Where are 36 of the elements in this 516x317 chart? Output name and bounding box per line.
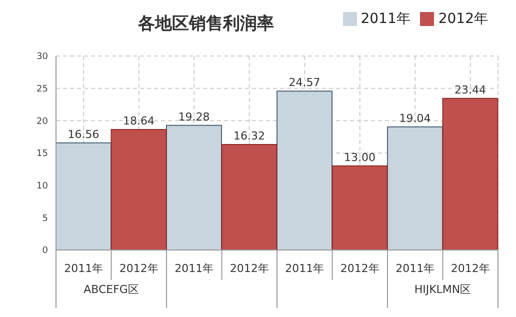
bar	[276, 90, 332, 250]
data-label: 18.64	[123, 114, 154, 128]
chart-title: 各地区销售利润率	[138, 13, 274, 35]
data-label: 19.04	[399, 112, 431, 125]
bar	[56, 142, 112, 250]
bar	[332, 165, 388, 250]
data-label: 24.57	[288, 76, 320, 90]
x-tick-label: 2011年	[285, 262, 324, 275]
y-tick-label: 25	[36, 84, 48, 95]
bar	[442, 98, 498, 250]
bar	[110, 128, 167, 250]
y-tick-label: 0	[42, 246, 48, 256]
data-label: 13.00	[344, 150, 376, 164]
data-label: 23.44	[454, 83, 486, 96]
legend-label: 2012年	[438, 11, 488, 27]
x-tick-label: 2011年	[174, 262, 214, 275]
x-tick-label: 2011年	[64, 262, 104, 275]
data-label: 19.28	[178, 110, 210, 124]
x-tick-label: 2011年	[396, 262, 435, 275]
x-tick-label: 2012年	[450, 262, 490, 275]
y-tick-label: 5	[42, 214, 48, 224]
data-label: 16.32	[234, 129, 265, 142]
bar	[221, 144, 278, 250]
y-tick-label: 15	[36, 149, 48, 160]
bar	[387, 126, 443, 250]
y-tick-label: 10	[36, 182, 48, 192]
text: ABCEFG区	[82, 282, 140, 297]
bar	[166, 124, 222, 250]
legend-label: 2011年	[360, 11, 410, 27]
y-tick-label: 30	[36, 52, 48, 62]
data-label: 16.56	[68, 128, 100, 141]
x-tick-label: 2012年	[230, 262, 269, 275]
text: HIJKLMN区	[413, 282, 472, 297]
x-tick-label: 2012年	[340, 262, 380, 275]
x-tick-label: 2012年	[119, 262, 158, 275]
y-tick-label: 20	[36, 116, 48, 127]
